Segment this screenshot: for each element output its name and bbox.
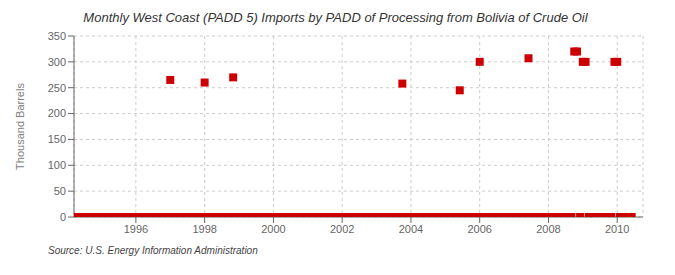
- svg-text:2008: 2008: [536, 223, 560, 235]
- svg-text:2000: 2000: [261, 223, 285, 235]
- svg-text:2010: 2010: [605, 223, 629, 235]
- svg-text:Thousand Barrels: Thousand Barrels: [14, 83, 26, 170]
- svg-text:250: 250: [48, 82, 66, 94]
- html-text:Source: U.S. Energy Informatio: Source: U.S. Energy Information Administ…: [48, 245, 258, 256]
- svg-text:300: 300: [48, 56, 66, 68]
- svg-text:100: 100: [48, 159, 66, 171]
- svg-text:2002: 2002: [330, 223, 354, 235]
- svg-text:1996: 1996: [124, 223, 148, 235]
- svg-text:350: 350: [48, 30, 66, 42]
- svg-text:150: 150: [48, 133, 66, 145]
- svg-text:2004: 2004: [399, 223, 423, 235]
- svg-text:50: 50: [54, 185, 66, 197]
- svg-text:0: 0: [60, 211, 66, 223]
- svg-text:200: 200: [48, 107, 66, 119]
- html-text:Monthly West Coast (PADD 5) Im: Monthly West Coast (PADD 5) Imports by P…: [83, 10, 588, 25]
- svg-text:1998: 1998: [192, 223, 216, 235]
- svg-text:2006: 2006: [467, 223, 491, 235]
